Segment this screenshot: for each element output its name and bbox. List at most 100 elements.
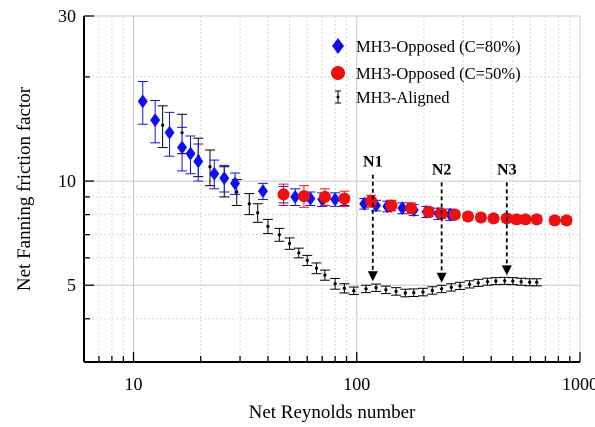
data-point-dot xyxy=(208,165,212,169)
data-point-dot xyxy=(412,291,416,295)
series-layer xyxy=(137,81,573,298)
data-point-dot xyxy=(394,289,398,293)
data-point-diamond xyxy=(185,146,196,161)
data-point-dot xyxy=(494,279,498,283)
data-point-circle xyxy=(277,188,290,201)
data-point-dot xyxy=(305,258,309,262)
y-tick-label: 30 xyxy=(58,6,76,26)
data-point-dot xyxy=(503,279,507,283)
data-point-dot xyxy=(287,241,292,246)
annotation-arrow-head xyxy=(367,271,378,282)
data-point-circle xyxy=(548,214,561,227)
legend-entry: MH3-Opposed (C=80%) xyxy=(332,37,521,56)
data-point-circle xyxy=(385,199,398,212)
data-point-dot xyxy=(314,266,319,270)
data-point-circle xyxy=(519,213,532,226)
data-point-dot xyxy=(476,281,480,285)
y-axis-label: Net Fanning friction factor xyxy=(14,86,35,291)
x-tick-label: 1000 xyxy=(562,374,595,394)
data-point-diamond xyxy=(257,184,268,199)
annotation-n2: N2 xyxy=(432,161,452,283)
data-point-dot xyxy=(421,290,425,294)
x-tick-label: 10 xyxy=(125,374,143,394)
data-point-circle xyxy=(487,212,500,225)
data-point-diamond xyxy=(330,192,341,207)
data-point-dot xyxy=(364,287,368,291)
legend-label: MH3-Opposed (C=50%) xyxy=(356,64,521,83)
data-point-dot xyxy=(519,280,523,284)
data-point-circle xyxy=(338,192,351,205)
data-point-diamond xyxy=(177,140,188,155)
tick-labels: 10 100 1000 5 10 30 xyxy=(58,6,595,394)
data-point-dot xyxy=(430,288,434,293)
data-point-dot xyxy=(374,286,378,290)
legend-marker-circle xyxy=(331,66,345,80)
data-point-diamond xyxy=(164,125,175,140)
data-point-diamond xyxy=(150,113,161,128)
data-point-dot xyxy=(535,280,539,284)
annotation-label: N3 xyxy=(497,161,517,178)
annotation-label: N2 xyxy=(432,161,452,178)
data-point-dot xyxy=(161,123,165,127)
y-tick-label: 10 xyxy=(58,171,76,191)
data-point-dot xyxy=(528,280,532,284)
data-point-dot xyxy=(342,286,346,290)
data-point-diamond xyxy=(193,154,204,169)
axes xyxy=(83,16,580,363)
data-point-diamond xyxy=(230,176,241,191)
legend-entry: MH3-Opposed (C=50%) xyxy=(331,64,521,83)
data-point-diamond xyxy=(397,201,408,216)
data-point-dot xyxy=(449,285,453,289)
annotation-layer: N1 N2 N3 xyxy=(363,154,517,283)
data-point-dot xyxy=(333,282,337,286)
data-point-circle xyxy=(448,208,461,221)
data-point-dot xyxy=(511,279,515,283)
data-point-circle xyxy=(530,213,543,226)
series-dot xyxy=(157,105,542,298)
data-point-dot xyxy=(256,211,260,215)
ticks xyxy=(83,15,581,363)
data-point-circle xyxy=(510,213,523,226)
x-axis-label: Net Reynolds number xyxy=(249,402,416,423)
data-point-diamond xyxy=(219,171,230,186)
series-circle xyxy=(277,183,573,227)
data-point-dot xyxy=(277,233,281,237)
legend-marker-dot xyxy=(336,95,340,99)
data-point-dot xyxy=(467,282,472,286)
data-point-dot xyxy=(266,224,270,228)
data-point-circle xyxy=(318,190,331,203)
data-point-circle xyxy=(474,211,487,224)
data-point-circle xyxy=(365,195,378,208)
data-point-diamond xyxy=(137,94,148,109)
annotation-label: N1 xyxy=(363,154,383,171)
data-point-circle xyxy=(560,214,573,227)
data-point-dot xyxy=(247,202,251,206)
legend-label: MH3-Opposed (C=80%) xyxy=(356,37,521,56)
legend-marker-diamond xyxy=(332,38,344,54)
data-point-circle xyxy=(297,190,310,203)
legend-label: MH3-Aligned xyxy=(356,88,450,107)
y-tick-label: 5 xyxy=(67,275,76,295)
legend-entry: MH3-Aligned xyxy=(335,88,450,107)
data-point-dot xyxy=(440,287,444,291)
data-point-dot xyxy=(403,291,407,295)
data-point-circle xyxy=(462,210,475,223)
annotation-n1: N1 xyxy=(363,154,383,282)
annotation-arrow-head xyxy=(501,265,512,276)
data-point-dot xyxy=(458,284,462,288)
data-point-dot xyxy=(297,251,301,255)
data-point-diamond xyxy=(209,166,220,181)
data-point-dot xyxy=(485,280,490,284)
data-point-dot xyxy=(235,190,239,194)
data-point-dot xyxy=(352,289,356,293)
data-point-circle xyxy=(422,205,435,218)
legend: MH3-Opposed (C=80%) MH3-Opposed (C=50%) MH… xyxy=(331,37,521,107)
annotation-n3: N3 xyxy=(497,161,517,276)
annotation-arrow-head xyxy=(436,272,447,283)
data-point-circle xyxy=(405,202,418,215)
data-point-dot xyxy=(323,273,327,277)
data-point-diamond xyxy=(290,189,301,204)
data-point-dot xyxy=(384,288,388,292)
x-tick-label: 100 xyxy=(343,374,370,394)
